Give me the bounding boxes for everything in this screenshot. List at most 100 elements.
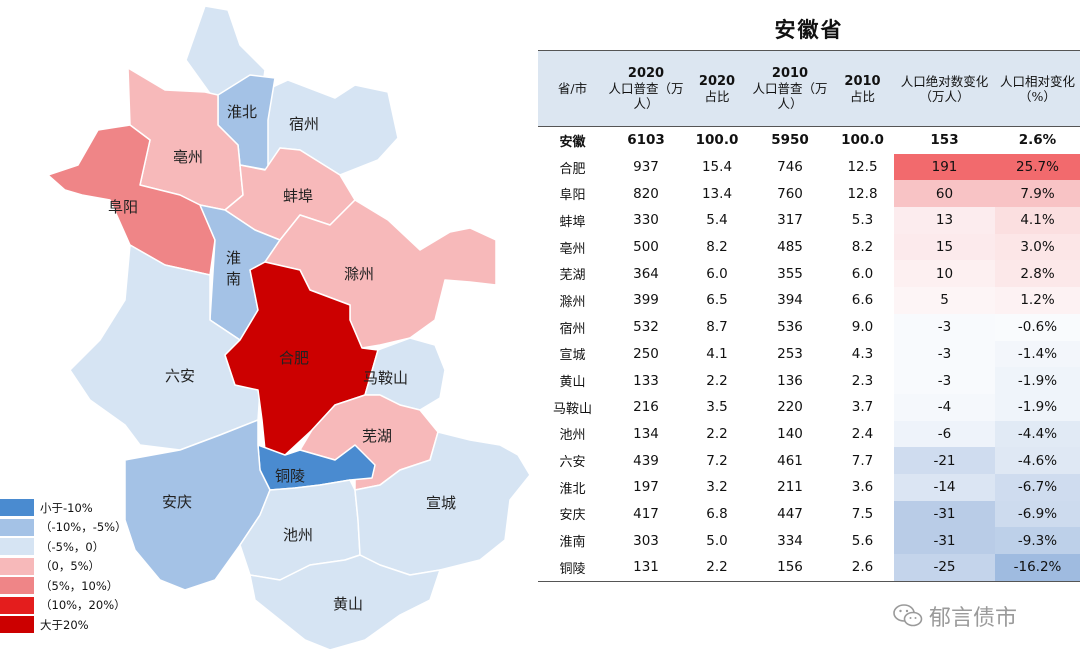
map-label-huainan-1: 淮 xyxy=(226,249,241,267)
cell-rel-change: 4.1% xyxy=(995,207,1080,234)
cell-name: 马鞍山 xyxy=(552,401,592,417)
cell-pop2010: 447 xyxy=(777,505,803,522)
cell-share2010: 2.4 xyxy=(851,425,874,442)
cell-abs-change: 5 xyxy=(894,287,995,314)
cell-pop2010: 5950 xyxy=(771,132,809,149)
table-row: 亳州 500 8.2 485 8.2 15 3.0% xyxy=(538,233,1080,261)
cell-abs-change: -6 xyxy=(894,420,995,448)
cell-pop2020: 820 xyxy=(633,185,659,202)
cell-name: 淮北 xyxy=(559,481,586,497)
table-header-row: 省/市 2020 人口普查（万人） 2020 占比 2010 人口普查（万人） 201… xyxy=(538,50,1080,127)
cell-abs-change: -3 xyxy=(894,340,995,368)
map-region-huangshan xyxy=(249,554,441,651)
legend-label: （-10%，-5%） xyxy=(40,520,127,535)
cell-name: 滁州 xyxy=(559,294,586,310)
cell-name: 六安 xyxy=(559,455,586,471)
map-label-bozhou: 亳州 xyxy=(173,148,203,166)
cell-abs-change: -3 xyxy=(894,367,995,394)
cell-pop2010: 136 xyxy=(777,372,803,389)
header-pop2010: 2010 人口普查（万人） xyxy=(749,50,831,127)
cell-abs-change: -4 xyxy=(894,393,995,421)
map-legend: 小于-10% （-10%，-5%） （-5%，0） （0，5%） （5%，10%） （10… xyxy=(0,498,140,635)
legend-item: （5%，10%） xyxy=(0,576,140,596)
cell-abs-change: 10 xyxy=(894,260,995,288)
legend-label: （0，5%） xyxy=(40,559,101,574)
header-share2010: 2010 占比 xyxy=(831,50,894,127)
map-label-huainan-2: 南 xyxy=(226,270,241,288)
cell-share2020: 3.2 xyxy=(706,479,728,496)
cell-abs-change: 60 xyxy=(894,180,995,208)
cell-pop2020: 500 xyxy=(633,239,659,256)
cell-share2010: 8.2 xyxy=(851,239,874,256)
watermark-text: 郁言债市 xyxy=(929,606,1018,631)
cell-share2010: 4.3 xyxy=(851,345,874,362)
watermark: 郁言债市 xyxy=(893,600,1017,632)
cell-abs-change: -31 xyxy=(894,527,995,554)
legend-item: （-10%，-5%） xyxy=(0,518,140,538)
cell-share2020: 6.0 xyxy=(706,265,728,282)
cell-name: 宣城 xyxy=(559,348,586,364)
legend-label: 大于20% xyxy=(40,617,89,632)
map-label-huaibei: 淮北 xyxy=(227,103,257,121)
cell-pop2010: 140 xyxy=(777,425,803,442)
cell-share2020: 2.2 xyxy=(685,554,749,582)
legend-item: （0，5%） xyxy=(0,557,140,577)
cell-share2020: 7.2 xyxy=(706,452,728,469)
legend-label: （5%，10%） xyxy=(40,578,119,593)
cell-pop2010: 461 xyxy=(777,452,803,469)
cell-share2020: 8.2 xyxy=(706,239,728,256)
legend-label: 小于-10% xyxy=(40,500,93,515)
map-label-anqing: 安庆 xyxy=(162,493,192,511)
population-table: 省/市 2020 人口普查（万人） 2020 占比 2010 人口普查（万人） 201… xyxy=(538,50,1080,582)
cell-pop2010: 536 xyxy=(777,319,803,336)
cell-pop2020: 417 xyxy=(633,505,659,522)
table-row: 芜湖 364 6.0 355 6.0 10 2.8% xyxy=(538,260,1080,288)
cell-rel-change: 3.0% xyxy=(995,233,1080,261)
cell-share2020: 8.7 xyxy=(706,319,728,336)
table-row: 铜陵 131 2.2 156 2.6 -25 -16.2% xyxy=(538,554,1080,582)
cell-pop2020: 134 xyxy=(633,425,659,442)
cell-rel-change: -4.4% xyxy=(995,420,1080,448)
cell-name: 安庆 xyxy=(559,508,586,524)
cell-pop2020: 6103 xyxy=(627,132,665,149)
cell-share2010: 3.6 xyxy=(851,479,874,496)
legend-item: 小于-10% xyxy=(0,498,140,518)
legend-swatch xyxy=(0,557,34,575)
table-row: 安徽 6103 100.0 5950 100.0 153 2.6% xyxy=(538,126,1080,154)
cell-pop2010: 746 xyxy=(777,159,803,176)
legend-item: （10%，20%） xyxy=(0,596,140,616)
header-region: 省/市 xyxy=(538,50,607,127)
legend-swatch xyxy=(0,538,34,556)
cell-pop2020: 937 xyxy=(633,159,659,176)
cell-share2010: 6.6 xyxy=(851,292,874,309)
cell-share2010: 7.7 xyxy=(851,452,874,469)
table-row: 池州 134 2.2 140 2.4 -6 -4.4% xyxy=(538,420,1080,448)
cell-pop2010: 760 xyxy=(777,185,803,202)
cell-abs-change: -25 xyxy=(894,554,995,582)
cell-share2010: 12.5 xyxy=(847,159,878,176)
cell-rel-change: -16.2% xyxy=(995,554,1080,582)
table-row: 淮北 197 3.2 211 3.6 -14 -6.7% xyxy=(538,473,1080,501)
cell-name: 亳州 xyxy=(559,241,586,257)
header-share2020: 2020 占比 xyxy=(685,50,749,127)
legend-item: （-5%，0） xyxy=(0,537,140,557)
cell-share2020: 5.0 xyxy=(706,532,728,549)
cell-pop2020: 131 xyxy=(607,554,685,582)
header-abs-change: 人口绝对数变化（万人） xyxy=(894,50,995,127)
cell-pop2010: 317 xyxy=(777,212,803,229)
legend-swatch xyxy=(0,499,34,517)
table-row: 六安 439 7.2 461 7.7 -21 -4.6% xyxy=(538,447,1080,474)
cell-abs-change: -14 xyxy=(894,473,995,501)
cell-share2020: 6.8 xyxy=(706,505,728,522)
cell-name: 淮南 xyxy=(559,535,586,551)
cell-pop2020: 532 xyxy=(633,319,659,336)
cell-name: 池州 xyxy=(559,428,586,444)
cell-share2010: 2.3 xyxy=(851,372,874,389)
cell-share2020: 4.1 xyxy=(706,345,728,362)
cell-name: 黄山 xyxy=(559,375,586,391)
map-label-luan: 六安 xyxy=(165,367,195,385)
cell-abs-change: -3 xyxy=(894,313,995,341)
cell-pop2020: 303 xyxy=(633,532,659,549)
cell-share2010: 100.0 xyxy=(841,132,884,149)
cell-rel-change: -6.9% xyxy=(995,500,1080,528)
